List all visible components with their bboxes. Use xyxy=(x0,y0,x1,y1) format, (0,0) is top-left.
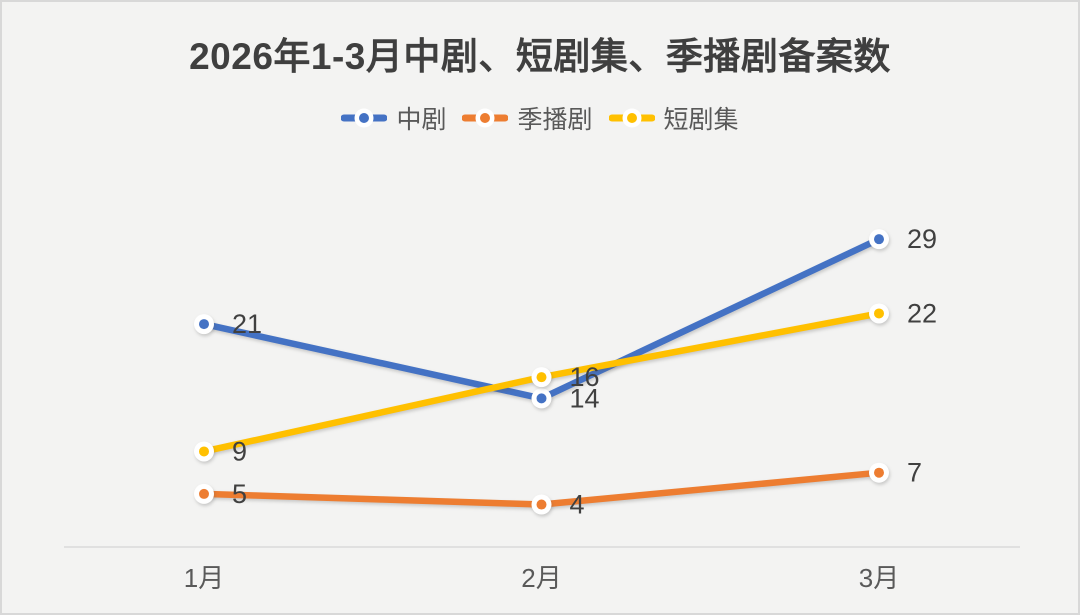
x-axis-label: 1月 xyxy=(184,563,224,593)
legend-marker-icon xyxy=(341,108,388,128)
data-point xyxy=(874,308,884,319)
data-point xyxy=(199,446,209,457)
data-point xyxy=(199,488,209,499)
legend-marker-icon xyxy=(608,108,655,128)
data-label: 4 xyxy=(570,490,585,520)
data-point xyxy=(874,467,884,478)
legend-item-1: 季播剧 xyxy=(462,100,593,136)
legend-item-2: 短剧集 xyxy=(608,100,739,136)
legend-label: 季播剧 xyxy=(517,106,593,134)
legend-dot xyxy=(626,113,637,123)
x-axis-label: 2月 xyxy=(521,563,561,593)
legend-label: 短剧集 xyxy=(663,106,739,134)
data-label: 16 xyxy=(570,362,600,392)
legend-dot xyxy=(480,113,491,123)
chart-legend: 中剧 季播剧 短剧集 xyxy=(2,100,1078,136)
data-label: 29 xyxy=(907,224,937,254)
data-label: 9 xyxy=(232,436,247,466)
data-point xyxy=(536,393,547,404)
data-point xyxy=(536,372,547,383)
data-label: 22 xyxy=(907,298,937,328)
data-label: 21 xyxy=(232,309,262,339)
legend-marker-icon xyxy=(462,108,509,128)
x-axis-label: 3月 xyxy=(859,563,899,593)
data-label: 7 xyxy=(907,458,922,488)
data-point xyxy=(874,234,884,245)
legend-dot xyxy=(359,113,370,123)
legend-label: 中剧 xyxy=(396,106,447,134)
data-point xyxy=(199,319,209,330)
legend-item-0: 中剧 xyxy=(341,100,446,136)
data-point xyxy=(536,499,547,510)
data-label: 14 xyxy=(570,383,600,413)
chart-title: 2026年1-3月中剧、短剧集、季播剧备案数 xyxy=(189,36,891,77)
data-label: 5 xyxy=(232,479,247,509)
